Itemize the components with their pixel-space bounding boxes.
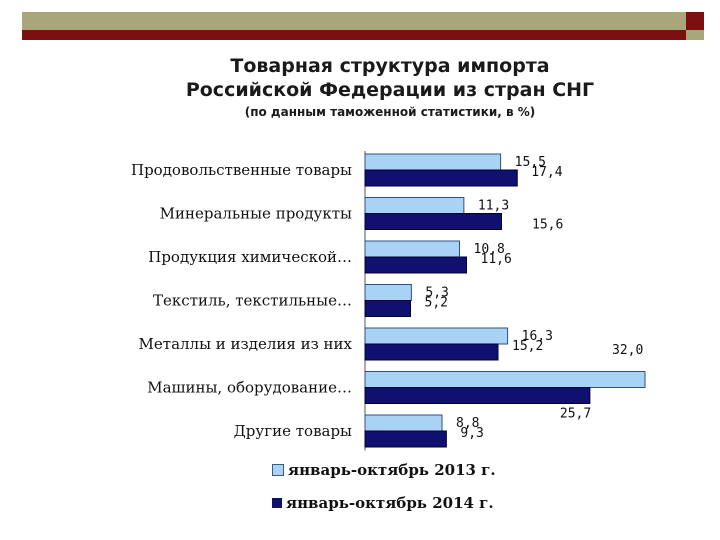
data-label-2014: 17,4	[531, 165, 562, 180]
bar-2014	[364, 430, 447, 448]
data-label-2013: 32,0	[612, 343, 643, 358]
category-label: Текстиль, текстильные…	[153, 292, 352, 310]
data-label-2014: 25,7	[560, 407, 591, 422]
chart-subtitle: (по данным таможенной статистики, в %)	[244, 105, 536, 119]
legend-item-2013: январь-октябрь 2013 г.	[272, 461, 496, 479]
category-label: Металлы и изделия из них	[139, 335, 353, 353]
legend-label-2014: январь-октябрь 2014 г.	[286, 494, 494, 512]
category-label: Машины, оборудование…	[147, 379, 352, 397]
category-label: Другие товары	[234, 422, 352, 440]
bar-2013	[364, 240, 460, 258]
data-label-2014: 15,2	[512, 339, 543, 354]
bar-2014	[364, 256, 467, 274]
legend-swatch-2013	[272, 464, 284, 476]
bar-2014	[364, 387, 591, 404]
data-label-2013: 10,8	[474, 242, 505, 257]
bar-2014	[364, 300, 411, 317]
legend-label-2013: январь-октябрь 2013 г.	[288, 461, 496, 479]
bar-2013	[364, 371, 646, 388]
bar-2014	[364, 169, 518, 187]
category-label: Продовольственные товары	[131, 161, 352, 179]
data-label-2013: 5,3	[425, 286, 448, 301]
legend-swatch-2014	[272, 498, 282, 508]
bar-2014	[364, 213, 502, 230]
chart-title-line2: Российской Федерации из стран СНГ	[185, 79, 595, 101]
header-square-olive	[686, 30, 704, 40]
data-label-2013: 8,8	[456, 416, 479, 431]
bar-2013	[364, 284, 412, 301]
legend-item-2014: январь-октябрь 2014 г.	[272, 494, 494, 512]
header-bar-red	[22, 30, 686, 40]
bar-2014	[364, 343, 499, 361]
bar-2013	[364, 197, 465, 214]
data-label-2013: 11,3	[478, 199, 509, 214]
header-bar-olive	[22, 12, 686, 30]
category-label: Продукция химической…	[148, 248, 352, 266]
category-label: Минеральные продукты	[160, 205, 352, 223]
bar-2013	[364, 414, 443, 432]
bar-2013	[364, 327, 509, 345]
data-label-2014: 9,3	[460, 426, 483, 441]
chart-title-line1: Товарная структура импорта	[230, 55, 550, 77]
data-label-2013: 15,5	[515, 155, 546, 170]
data-label-2013: 16,3	[522, 329, 553, 344]
data-label-2014: 11,6	[481, 252, 512, 267]
data-label-2014: 5,2	[425, 296, 448, 311]
data-label-2014: 15,6	[532, 218, 563, 233]
bar-2013	[364, 153, 502, 171]
header-square-red	[686, 12, 704, 30]
